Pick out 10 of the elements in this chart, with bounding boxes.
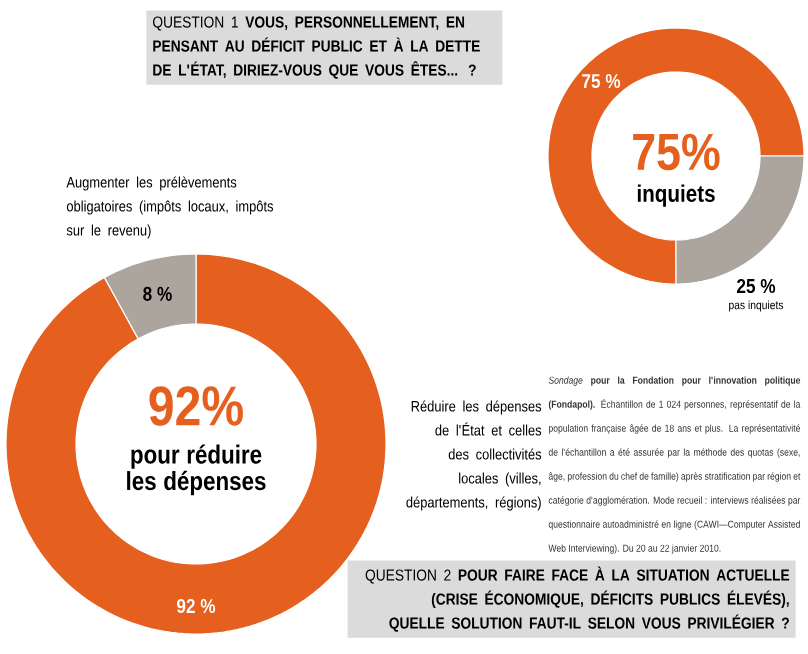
slice-label: inquiets	[637, 184, 715, 207]
text: 92%	[149, 386, 243, 426]
data-label: 8 %	[143, 286, 172, 301]
data-label: 75 %	[582, 73, 621, 89]
text: 75%	[633, 133, 720, 171]
text: QUESTION 1 VOUS, PERSONNELLEMENT, EN PENSANT AU DÉFICIT PUBLIC ET À LA DETTE DE L'ÉTAT, DIRIEZ-VOUS QUE VOUS ÊTES... ?	[153, 16, 480, 79]
text: QUESTION 2 POUR FAIRE FACE À LA SITUATION ACTUELLE (CRISE ÉCONOMIQUE, DÉFICITS PUBLICS ÉLEVÉS), QUELLE SOLUTION FAUT-IL SELON VOUS PRIVILÉGIER ?	[365, 566, 790, 632]
data-label: 92 %	[177, 598, 216, 614]
text: pour réduire les dépenses	[127, 444, 266, 496]
data-label: 25 %	[737, 278, 776, 294]
